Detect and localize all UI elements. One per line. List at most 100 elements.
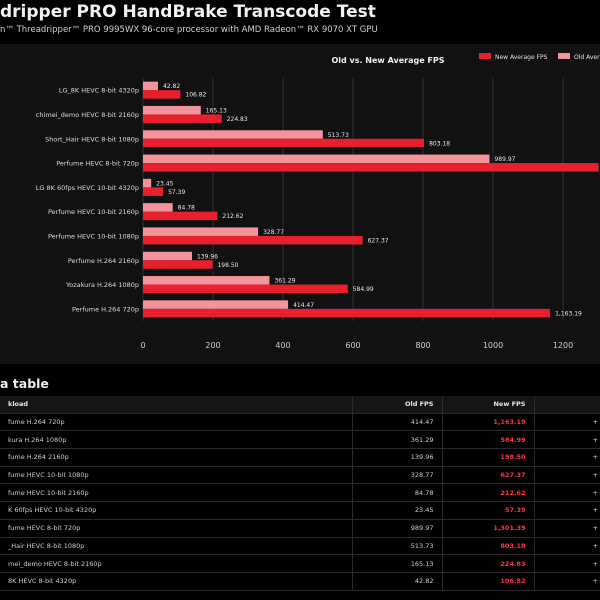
category-label: Perfume HEVC 10-bit 2160p	[48, 208, 139, 216]
value-label-old: 361.29	[274, 278, 295, 285]
table-cell-old-fps: 84.78	[351, 483, 442, 503]
table-row[interactable]: 8K HEVC 8-bit 4320p 42.82 106.82 +	[0, 572, 600, 591]
x-tick-label: 1000	[483, 341, 503, 350]
value-label-new: 803.18	[429, 140, 450, 147]
bar-new-fps	[143, 114, 222, 123]
x-tick-label: 600	[345, 341, 360, 350]
chart-panel: 0 200 400 600 800 1000 1200 Old vs. New Average…	[0, 44, 600, 364]
category-label: Perfume H.264 2160p	[68, 257, 139, 265]
table-cell-workload: 8K HEVC 8-bit 4320p	[0, 572, 352, 591]
table-row[interactable]: fume H.264 2160p 139.96 198.50 +	[0, 448, 600, 467]
legend-label-new: New Average FPS	[495, 54, 548, 61]
table-cell-workload: fume H.264 720p	[0, 413, 352, 432]
table-row[interactable]: _Hair HEVC 8-bit 1080p 513.73 803.18 +	[0, 537, 600, 556]
table-cell-new-fps: 803.18	[441, 537, 534, 556]
table-row[interactable]: fume H.264 720p 414.47 1,163.19 +	[0, 413, 600, 432]
table-row[interactable]: kura H.264 1080p 361.29 584.99 +	[0, 430, 600, 450]
table-cell-old-fps: 328.77	[351, 466, 442, 485]
table-heading: a table	[0, 376, 49, 391]
table-cell-new-fps: 198.50	[441, 448, 534, 467]
value-label-new: 198.50	[217, 262, 238, 269]
expand-row-icon[interactable]: +	[533, 448, 600, 467]
expand-row-icon[interactable]: +	[533, 519, 600, 538]
bar-old-fps	[143, 130, 323, 139]
table-row[interactable]: mei_demo HEVC 8-bit 2160p 165.13 224.83 +	[0, 554, 600, 573]
expand-row-icon[interactable]: +	[533, 501, 600, 520]
chart-title: Old vs. New Average FPS	[331, 56, 444, 65]
table-row[interactable]: K 60fps HEVC 10-bit 4320p 23.45 57.39 +	[0, 501, 600, 520]
table-cell-old-fps: 414.47	[351, 413, 442, 432]
table-cell-old-fps: 42.82	[351, 572, 442, 591]
expand-row-icon[interactable]: +	[533, 466, 600, 485]
table-cell-workload: fume HEVC 10-bit 2160p	[0, 483, 352, 503]
bar-old-fps	[143, 276, 270, 285]
legend-label-old: Old Average FPS	[574, 54, 600, 61]
bar-new-fps	[143, 90, 181, 99]
table-cell-new-fps: 627.37	[441, 466, 534, 485]
table-row[interactable]: fume HEVC 10-bit 2160p 84.78 212.62 +	[0, 483, 600, 503]
bar-chart: 0 200 400 600 800 1000 1200 Old vs. New Average…	[36, 53, 600, 350]
x-tick-label: 800	[415, 341, 430, 350]
legend-swatch-new	[479, 53, 491, 59]
bar-new-fps	[143, 284, 348, 294]
expand-row-icon[interactable]: +	[533, 537, 600, 556]
table-cell-workload: K 60fps HEVC 10-bit 4320p	[0, 501, 352, 520]
category-label: LG_8K HEVC 8-bit 4320p	[59, 87, 139, 95]
bar-new-fps	[143, 163, 599, 172]
value-label-old: 989.97	[494, 156, 515, 163]
bar-new-fps	[143, 260, 213, 269]
table-cell-old-fps: 513.73	[351, 537, 442, 556]
x-tick-label: 0	[140, 341, 145, 350]
bar-new-fps	[143, 138, 425, 148]
category-label: LG 8K 60fps HEVC 10-bit 4320p	[36, 184, 139, 192]
table-cell-old-fps: 989.97	[351, 519, 442, 538]
bar-old-fps	[143, 154, 490, 164]
table-cell-new-fps: 106.82	[441, 572, 534, 591]
value-label-new: 57.39	[168, 189, 185, 196]
expand-row-icon[interactable]: +	[533, 554, 600, 573]
table-cell-workload: kura H.264 1080p	[0, 430, 352, 450]
category-label: chimei_demo HEVC 8-bit 2160p	[36, 111, 139, 119]
value-label-new: 224.83	[227, 116, 248, 123]
value-label-new: 106.82	[185, 92, 206, 99]
bar-old-fps	[143, 227, 259, 236]
table-row[interactable]: fume HEVC 10-bit 1080p 328.77 627.37 +	[0, 466, 600, 485]
expand-row-icon[interactable]: +	[533, 483, 600, 503]
table-cell-workload: fume H.264 2160p	[0, 448, 352, 467]
bar-old-fps	[143, 81, 158, 91]
table-cell-old-fps: 361.29	[351, 430, 442, 450]
x-tick-label: 1200	[553, 341, 573, 350]
value-label-old: 42.82	[163, 83, 180, 90]
data-table: kload Old FPS New FPS fume H.264 720p 414…	[0, 396, 600, 591]
value-label-old: 23.45	[156, 180, 173, 187]
x-tick-label: 400	[275, 341, 290, 350]
header-workload[interactable]: kload	[0, 396, 352, 414]
category-label: Yozakura H.264 1080p	[65, 281, 139, 289]
value-label-new: 584.99	[353, 286, 374, 293]
bar-old-fps	[143, 178, 152, 188]
value-label-old: 165.13	[206, 107, 227, 114]
table-cell-new-fps: 224.83	[441, 554, 534, 573]
page-title: dripper PRO HandBrake Transcode Test	[0, 2, 376, 22]
table-cell-workload: mei_demo HEVC 8-bit 2160p	[0, 554, 352, 573]
expand-row-icon[interactable]: +	[533, 430, 600, 450]
category-label: Short_Hair HEVC 8-bit 1080p	[45, 135, 139, 143]
table-cell-old-fps: 139.96	[351, 448, 442, 467]
bar-old-fps	[143, 203, 173, 212]
bar-new-fps	[143, 187, 164, 196]
table-cell-old-fps: 165.13	[351, 554, 442, 573]
value-label-old: 84.78	[178, 205, 195, 212]
expand-row-icon[interactable]: +	[533, 413, 600, 432]
value-label-new: 627.37	[368, 237, 389, 244]
category-label: Perfume HEVC 8-bit 720p	[56, 160, 139, 168]
header-new-fps[interactable]: New FPS	[441, 396, 534, 414]
value-label-old: 139.96	[197, 253, 218, 260]
legend-swatch-old	[558, 53, 570, 59]
bar-old-fps	[143, 105, 201, 115]
table-row[interactable]: fume HEVC 8-bit 720p 989.97 1,301.39 +	[0, 519, 600, 538]
value-label-new: 1,163.19	[555, 310, 582, 317]
expand-row-icon[interactable]: +	[533, 572, 600, 591]
header-old-fps[interactable]: Old FPS	[351, 396, 442, 414]
value-label-old: 414.47	[293, 302, 314, 309]
bar-old-fps	[143, 251, 192, 261]
